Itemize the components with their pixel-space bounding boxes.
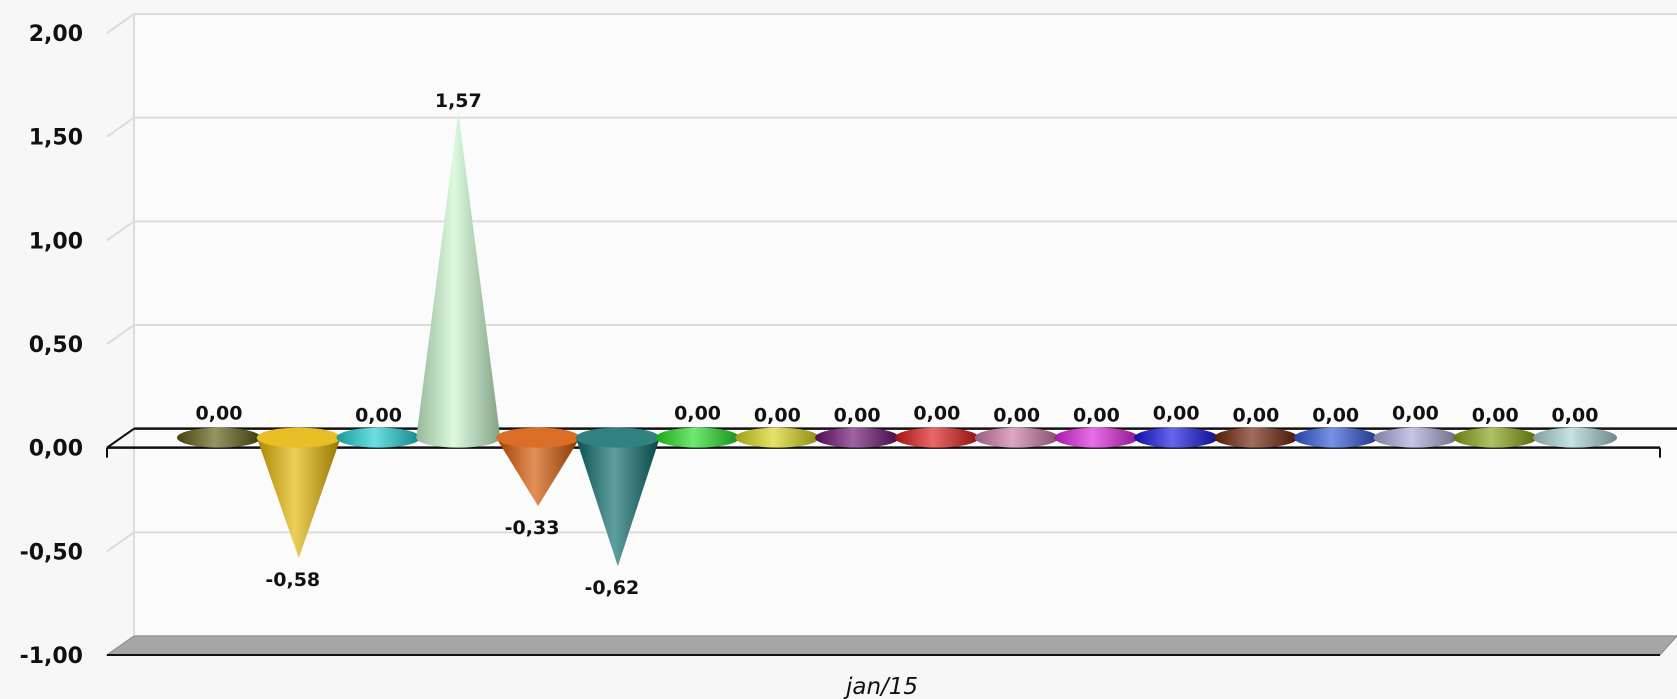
y-tick-label: 1,00 [29,229,83,254]
cone-8 [735,427,820,448]
zero-side-line [106,427,135,449]
data-label: 0,00 [834,405,881,427]
cone-top [256,427,341,448]
cone-top [496,427,581,448]
cone-base [815,427,900,448]
cone-base [1293,427,1378,448]
data-label: 1,57 [435,90,482,112]
cone-5 [496,427,581,507]
data-label: -0,62 [584,577,639,599]
gridline-side [106,13,135,34]
cone-base [1134,427,1219,448]
data-label: 0,00 [1392,403,1439,425]
cone-2 [256,427,341,558]
data-label: 0,00 [196,403,243,425]
data-label: 0,00 [674,403,721,425]
chart-floor [105,635,1677,656]
cone-base [336,427,421,448]
data-label: 0,00 [1073,405,1120,427]
cone-body [496,437,581,507]
data-label: 0,00 [1312,405,1359,427]
cone-base [1373,427,1458,448]
cone-base [655,427,740,448]
data-label: 0,00 [355,405,402,427]
y-tick-label: -0,50 [20,540,83,565]
y-tick-label: 0,00 [29,437,83,462]
y-tick-label: 0,50 [29,333,83,358]
cone-body [256,437,341,558]
cone-base [974,427,1059,448]
cone-6 [575,427,660,567]
gridline-side [106,531,135,553]
cone-base [1054,427,1139,448]
cone-14 [1213,427,1298,448]
data-label: -0,58 [265,569,320,591]
data-label: 0,00 [993,405,1040,427]
y-tick-label: 1,50 [29,126,83,151]
cone-1 [177,427,261,448]
cone-top [575,427,660,448]
data-label: 0,00 [1153,403,1200,425]
y-axis-tick-labels: 2,00 1,50 1,00 0,50 0,00 -0,50 -1,00 [20,22,83,669]
data-labels: 0,00 -0,58 0,00 1,57 -0,33 -0,62 0,00 0,00 0,00 0… [196,90,1599,599]
cone-base [1533,427,1617,448]
data-label: 0,00 [1232,405,1279,427]
data-label: 0,00 [754,405,801,427]
cone-3 [336,427,421,448]
cone-base [177,427,261,448]
data-label: -0,33 [505,517,560,539]
cone-base [894,427,979,448]
cone-17 [1453,427,1538,448]
category-label: jan/15 [843,674,918,699]
gridline-side [106,324,135,345]
gridline-side [106,220,135,242]
cone-16 [1373,427,1458,448]
cone-base [416,427,501,448]
cone-11 [974,427,1059,448]
cone-13 [1134,427,1219,448]
cone-base [735,427,820,448]
y-tick-label: -1,00 [20,644,83,669]
data-label: 0,00 [1472,405,1519,427]
cone-series [177,112,1617,567]
cone-4 [416,112,501,448]
cone-base [1213,427,1298,448]
gridline-side [106,116,135,138]
data-label: 0,00 [913,403,960,425]
cone-18 [1533,427,1617,448]
cone-body [575,437,660,567]
cone-10 [894,427,979,448]
cone-9 [815,427,900,448]
cone-7 [655,427,740,448]
cone-15 [1293,427,1378,448]
cone-body [416,112,501,438]
y-tick-label: 2,00 [29,22,83,47]
cone-12 [1054,427,1139,448]
cone-base [1453,427,1538,448]
data-label: 0,00 [1552,405,1599,427]
floor-slab [105,635,1677,656]
